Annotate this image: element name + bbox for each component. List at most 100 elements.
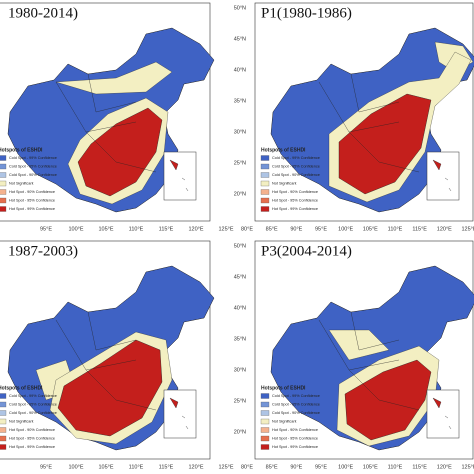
legend-label: Not Significant — [272, 420, 297, 424]
legend-swatch — [260, 206, 270, 212]
x-axis-label: 105°E — [363, 226, 378, 232]
x-axis-label: 100°E — [68, 464, 83, 470]
region-hot — [57, 339, 163, 437]
legend-label: Cold Spot - 95% Confidence — [9, 165, 57, 169]
y-axis-label: 20°N — [234, 429, 246, 435]
province-borders — [318, 311, 420, 411]
x-axis-label: 125°E — [218, 464, 233, 470]
legend-swatch — [260, 427, 270, 433]
x-axis-label: 90°E — [290, 226, 302, 232]
legend-swatch — [0, 206, 7, 212]
y-axis-label: 25°N — [234, 398, 246, 404]
x-axis-label: 90°E — [290, 464, 302, 470]
y-axis-label: 50°N — [234, 5, 246, 11]
x-axis-label: 105°E — [363, 464, 378, 470]
x-axis-label: 105°E — [98, 464, 113, 470]
region-hot — [338, 93, 432, 195]
legend-swatch — [260, 155, 270, 161]
map — [7, 265, 215, 451]
x-axis-label: 95°E — [315, 226, 327, 232]
legend-label: Cold Spot - 90% Confidence — [272, 173, 320, 177]
y-axis-label: 30°N — [234, 129, 246, 135]
legend-swatch — [0, 427, 7, 433]
legend-label: Hot Spot - 90% Confidence — [9, 190, 55, 194]
legend-label: Hot Spot - 99% Confidence — [272, 207, 318, 211]
legend-label: Hot Spot - 99% Confidence — [9, 445, 55, 449]
x-axis-label: 115°E — [159, 464, 174, 470]
x-axis-label: 115°E — [412, 226, 427, 232]
legend-swatch — [260, 410, 270, 416]
x-axis-label: 125°E — [461, 464, 474, 470]
x-axis-label: 120°E — [188, 464, 203, 470]
legend-swatch — [0, 155, 7, 161]
legend-label: Cold Spot - 90% Confidence — [9, 411, 57, 415]
legend-label: Cold Spot - 95% Confidence — [272, 403, 320, 407]
province-borders — [318, 73, 420, 173]
x-axis-label: 85°E — [266, 464, 278, 470]
map — [7, 27, 215, 213]
legend-label: Not Significant — [272, 182, 297, 186]
map-panel: P3(2004-2014) Hotspots of ESHDI Cold Spot … — [234, 240, 474, 470]
legend-swatch — [0, 410, 7, 416]
panel-content: 1980-2014) Hotspots of ESHDI Cold Spot - 9… — [0, 2, 215, 222]
map — [270, 265, 474, 451]
legend-title: Hotspots of ESHDI — [261, 147, 306, 153]
legend-swatch — [0, 163, 7, 170]
legend-title: Hotspots of ESHDI — [0, 385, 43, 391]
legend-swatch — [260, 180, 270, 187]
x-axis-label: 125°E — [218, 226, 233, 232]
panel-content: P3(2004-2014) Hotspots of ESHDI Cold Spot … — [254, 240, 474, 460]
panel-title: P1(1980-1986) — [261, 5, 352, 21]
legend-swatch — [0, 435, 7, 442]
x-axis-label: 110°E — [388, 464, 403, 470]
legend-swatch — [0, 401, 7, 408]
y-axis-label: 35°N — [234, 336, 246, 342]
panel-content: P1(1980-1986) Hotspots of ESHDI Cold Spot … — [254, 2, 474, 222]
panel-title: P3(2004-2014) — [261, 243, 352, 259]
x-axis-label: 125°E — [461, 226, 474, 232]
legend-swatch — [0, 172, 7, 178]
legend-swatch — [0, 189, 7, 195]
legend-label: Cold Spot - 90% Confidence — [9, 173, 57, 177]
legend-label: Not Significant — [9, 420, 34, 424]
legend-label: Cold Spot - 99% Confidence — [272, 156, 320, 160]
panel-content: 1987-2003) Hotspots of ESHDI Cold Spot - 9… — [0, 240, 215, 460]
inset-islands — [432, 397, 452, 430]
legend-label: Not Significant — [9, 182, 34, 186]
region-hot — [77, 107, 163, 197]
y-axis-label: 50°N — [234, 243, 246, 249]
legend-swatch — [260, 197, 270, 204]
region-neutral — [55, 61, 173, 95]
x-axis-label: 110°E — [129, 464, 144, 470]
x-axis-label: 85°E — [266, 226, 278, 232]
x-axis-label: 110°E — [129, 226, 144, 232]
legend-swatch — [0, 180, 7, 187]
x-axis-label: 100°E — [338, 464, 353, 470]
map-panel: P1(1980-1986) Hotspots of ESHDI Cold Spot … — [234, 2, 474, 232]
legend-label: Cold Spot - 99% Confidence — [272, 394, 320, 398]
y-axis-label: 20°N — [234, 191, 246, 197]
y-axis-label: 40°N — [234, 67, 246, 73]
x-axis-label: 115°E — [412, 464, 427, 470]
inset-map — [426, 389, 460, 439]
inset-islands — [432, 159, 452, 192]
legend-label: Hot Spot - 99% Confidence — [272, 445, 318, 449]
legend-swatch — [260, 418, 270, 425]
legend-label: Hot Spot - 90% Confidence — [272, 428, 318, 432]
legend-swatch — [260, 172, 270, 178]
x-axis-label: 120°E — [437, 226, 452, 232]
map-panel: 1980-2014) Hotspots of ESHDI Cold Spot - 9… — [0, 2, 234, 232]
legend-swatch — [260, 401, 270, 408]
legend-swatch — [0, 197, 7, 204]
x-axis-label: 100°E — [338, 226, 353, 232]
legend-label: Cold Spot - 99% Confidence — [9, 394, 57, 398]
y-axis-label: 45°N — [234, 36, 246, 42]
inset-map — [163, 151, 197, 201]
legend-label: Hot Spot - 95% Confidence — [272, 437, 318, 441]
region-hot — [344, 359, 432, 441]
legend-title: Hotspots of ESHDI — [0, 147, 43, 153]
map-panel: 1987-2003) Hotspots of ESHDI Cold Spot - 9… — [0, 240, 234, 470]
legend-label: Hot Spot - 90% Confidence — [272, 190, 318, 194]
legend-swatch — [0, 418, 7, 425]
